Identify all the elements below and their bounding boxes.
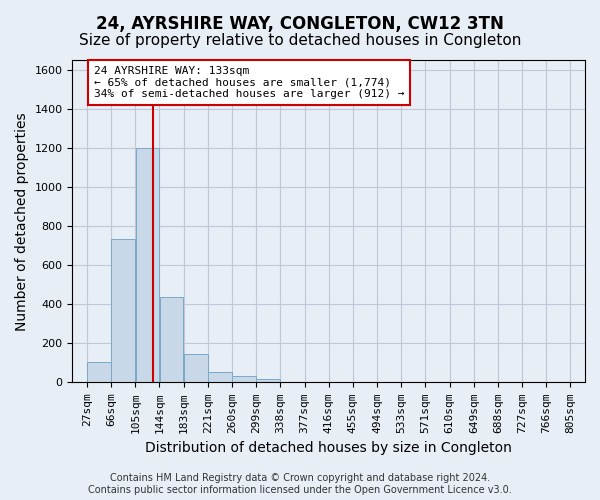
Bar: [184, 354, 208, 382]
Y-axis label: Number of detached properties: Number of detached properties: [15, 112, 29, 330]
Bar: [87, 362, 111, 382]
Bar: [136, 148, 159, 382]
Text: 24 AYRSHIRE WAY: 133sqm
← 65% of detached houses are smaller (1,774)
34% of semi: 24 AYRSHIRE WAY: 133sqm ← 65% of detache…: [94, 66, 404, 99]
Text: Size of property relative to detached houses in Congleton: Size of property relative to detached ho…: [79, 32, 521, 48]
Bar: [256, 380, 280, 382]
X-axis label: Distribution of detached houses by size in Congleton: Distribution of detached houses by size …: [145, 441, 512, 455]
Text: Contains HM Land Registry data © Crown copyright and database right 2024.
Contai: Contains HM Land Registry data © Crown c…: [88, 474, 512, 495]
Bar: [208, 372, 232, 382]
Bar: [112, 239, 135, 382]
Bar: [160, 297, 184, 382]
Text: 24, AYRSHIRE WAY, CONGLETON, CW12 3TN: 24, AYRSHIRE WAY, CONGLETON, CW12 3TN: [96, 15, 504, 33]
Bar: [232, 376, 256, 382]
